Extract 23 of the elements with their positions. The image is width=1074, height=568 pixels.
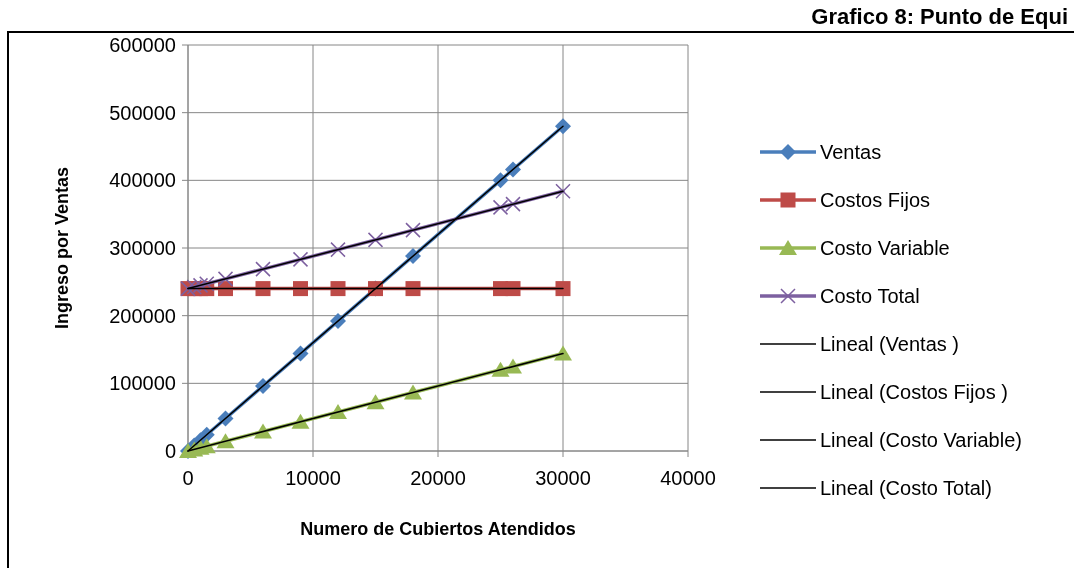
x-tick-label: 20000 (410, 467, 466, 489)
legend-label: Lineal (Costo Variable) (820, 429, 1022, 451)
x-tick-label: 40000 (660, 467, 716, 489)
y-tick-label: 600000 (109, 34, 176, 56)
x-tick-label: 30000 (535, 467, 591, 489)
x-axis-title: Numero de Cubiertos Atendidos (300, 519, 576, 539)
x-tick-label: 10000 (285, 467, 341, 489)
legend-label: Lineal (Costos Fijos ) (820, 381, 1008, 403)
legend-label: Costo Variable (820, 237, 950, 259)
x-tick-label: 0 (182, 467, 194, 489)
legend-label: Lineal (Ventas ) (820, 333, 959, 355)
legend-label: Lineal (Costo Total) (820, 477, 992, 499)
legend-label: Costos Fijos (820, 189, 931, 211)
legend-label: Ventas (820, 141, 882, 163)
y-tick-label: 400000 (109, 169, 176, 192)
y-axis-title: Ingreso por Ventas (52, 166, 72, 330)
y-tick-label: 200000 (109, 304, 176, 327)
legend-label: Costo Total (820, 285, 920, 307)
y-tick-label: 0 (164, 440, 176, 462)
y-tick-label: 100000 (109, 372, 176, 395)
text: Grafico 8: Punto de Equi (811, 4, 1068, 29)
y-tick-label: 500000 (109, 101, 176, 124)
y-tick-label: 300000 (109, 237, 176, 259)
